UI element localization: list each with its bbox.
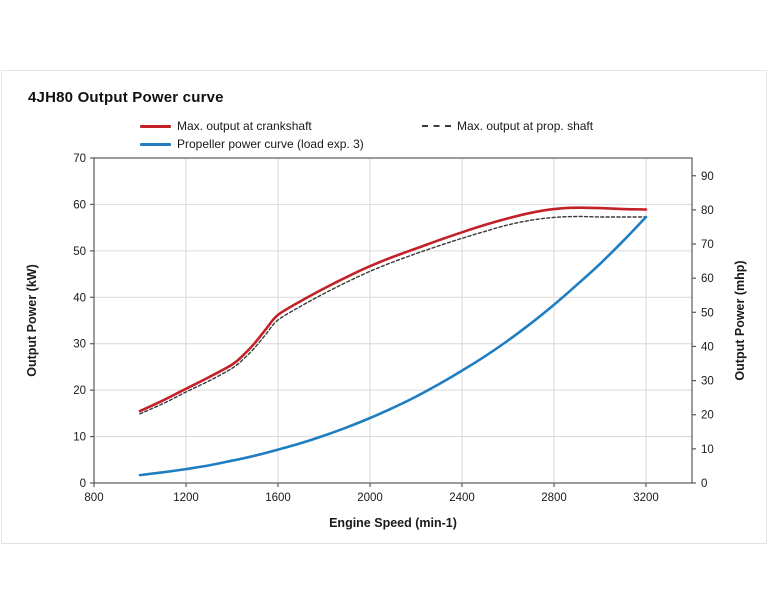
- legend-item-propshaft: Max. output at prop. shaft: [422, 118, 593, 134]
- plot-border: [93, 157, 693, 484]
- y-tick-label-left: 0: [80, 478, 86, 490]
- legend-label-crankshaft: Max. output at crankshaft: [177, 119, 312, 133]
- series-curve-1: [139, 215, 647, 415]
- y-tick-label-right: 70: [701, 239, 714, 251]
- legend-label-propeller: Propeller power curve (load exp. 3): [177, 137, 364, 151]
- x-tick-label: 1200: [173, 492, 199, 504]
- x-axis-label: Engine Speed (min-1): [329, 516, 457, 530]
- legend-item-propeller: Propeller power curve (load exp. 3): [140, 136, 364, 152]
- y-tick-label-left: 10: [73, 432, 86, 444]
- x-tick-label: 3200: [633, 492, 659, 504]
- chart-panel: 4JH80 Output Power curve Max. output at …: [1, 70, 767, 544]
- y-axis-label-right: Output Power (mhp): [733, 260, 747, 380]
- series-curve-0: [138, 206, 648, 413]
- x-tick-label: 2000: [357, 492, 383, 504]
- y-tick-label-left: 70: [73, 153, 86, 165]
- y-tick-label-left: 30: [73, 339, 86, 351]
- x-tick-label: 1600: [265, 492, 291, 504]
- legend-item-crankshaft: Max. output at crankshaft: [140, 118, 312, 134]
- y-tick-label-right: 10: [701, 444, 714, 456]
- y-tick-label-right: 40: [701, 341, 714, 353]
- y-tick-label-right: 20: [701, 410, 714, 422]
- x-tick-label: 2400: [449, 492, 475, 504]
- legend-line-crankshaft: [140, 124, 171, 128]
- y-tick-label-left: 40: [73, 292, 86, 304]
- x-tick-label: 2800: [541, 492, 567, 504]
- y-tick-label-right: 0: [701, 478, 707, 490]
- y-tick-label-right: 50: [701, 307, 714, 319]
- y-tick-label-right: 60: [701, 273, 714, 285]
- y-tick-label-right: 90: [701, 171, 714, 183]
- chart-title: 4JH80 Output Power curve: [28, 89, 224, 106]
- legend-line-propshaft: [422, 125, 451, 127]
- legend-label-propshaft: Max. output at prop. shaft: [457, 119, 594, 133]
- y-axis-label-left: Output Power (kW): [25, 264, 39, 377]
- y-tick-label-left: 60: [73, 199, 86, 211]
- legend-line-propeller: [140, 142, 171, 146]
- y-tick-label-right: 30: [701, 376, 714, 388]
- x-tick-label: 800: [84, 492, 103, 504]
- y-tick-label-left: 20: [73, 385, 86, 397]
- y-tick-label-right: 80: [701, 205, 714, 217]
- y-tick-label-left: 50: [73, 246, 86, 258]
- power-curve-chart: 800 1200 1600 2000 2400 2800 32000102030405060…: [25, 153, 747, 530]
- series-curve-2: [138, 215, 648, 477]
